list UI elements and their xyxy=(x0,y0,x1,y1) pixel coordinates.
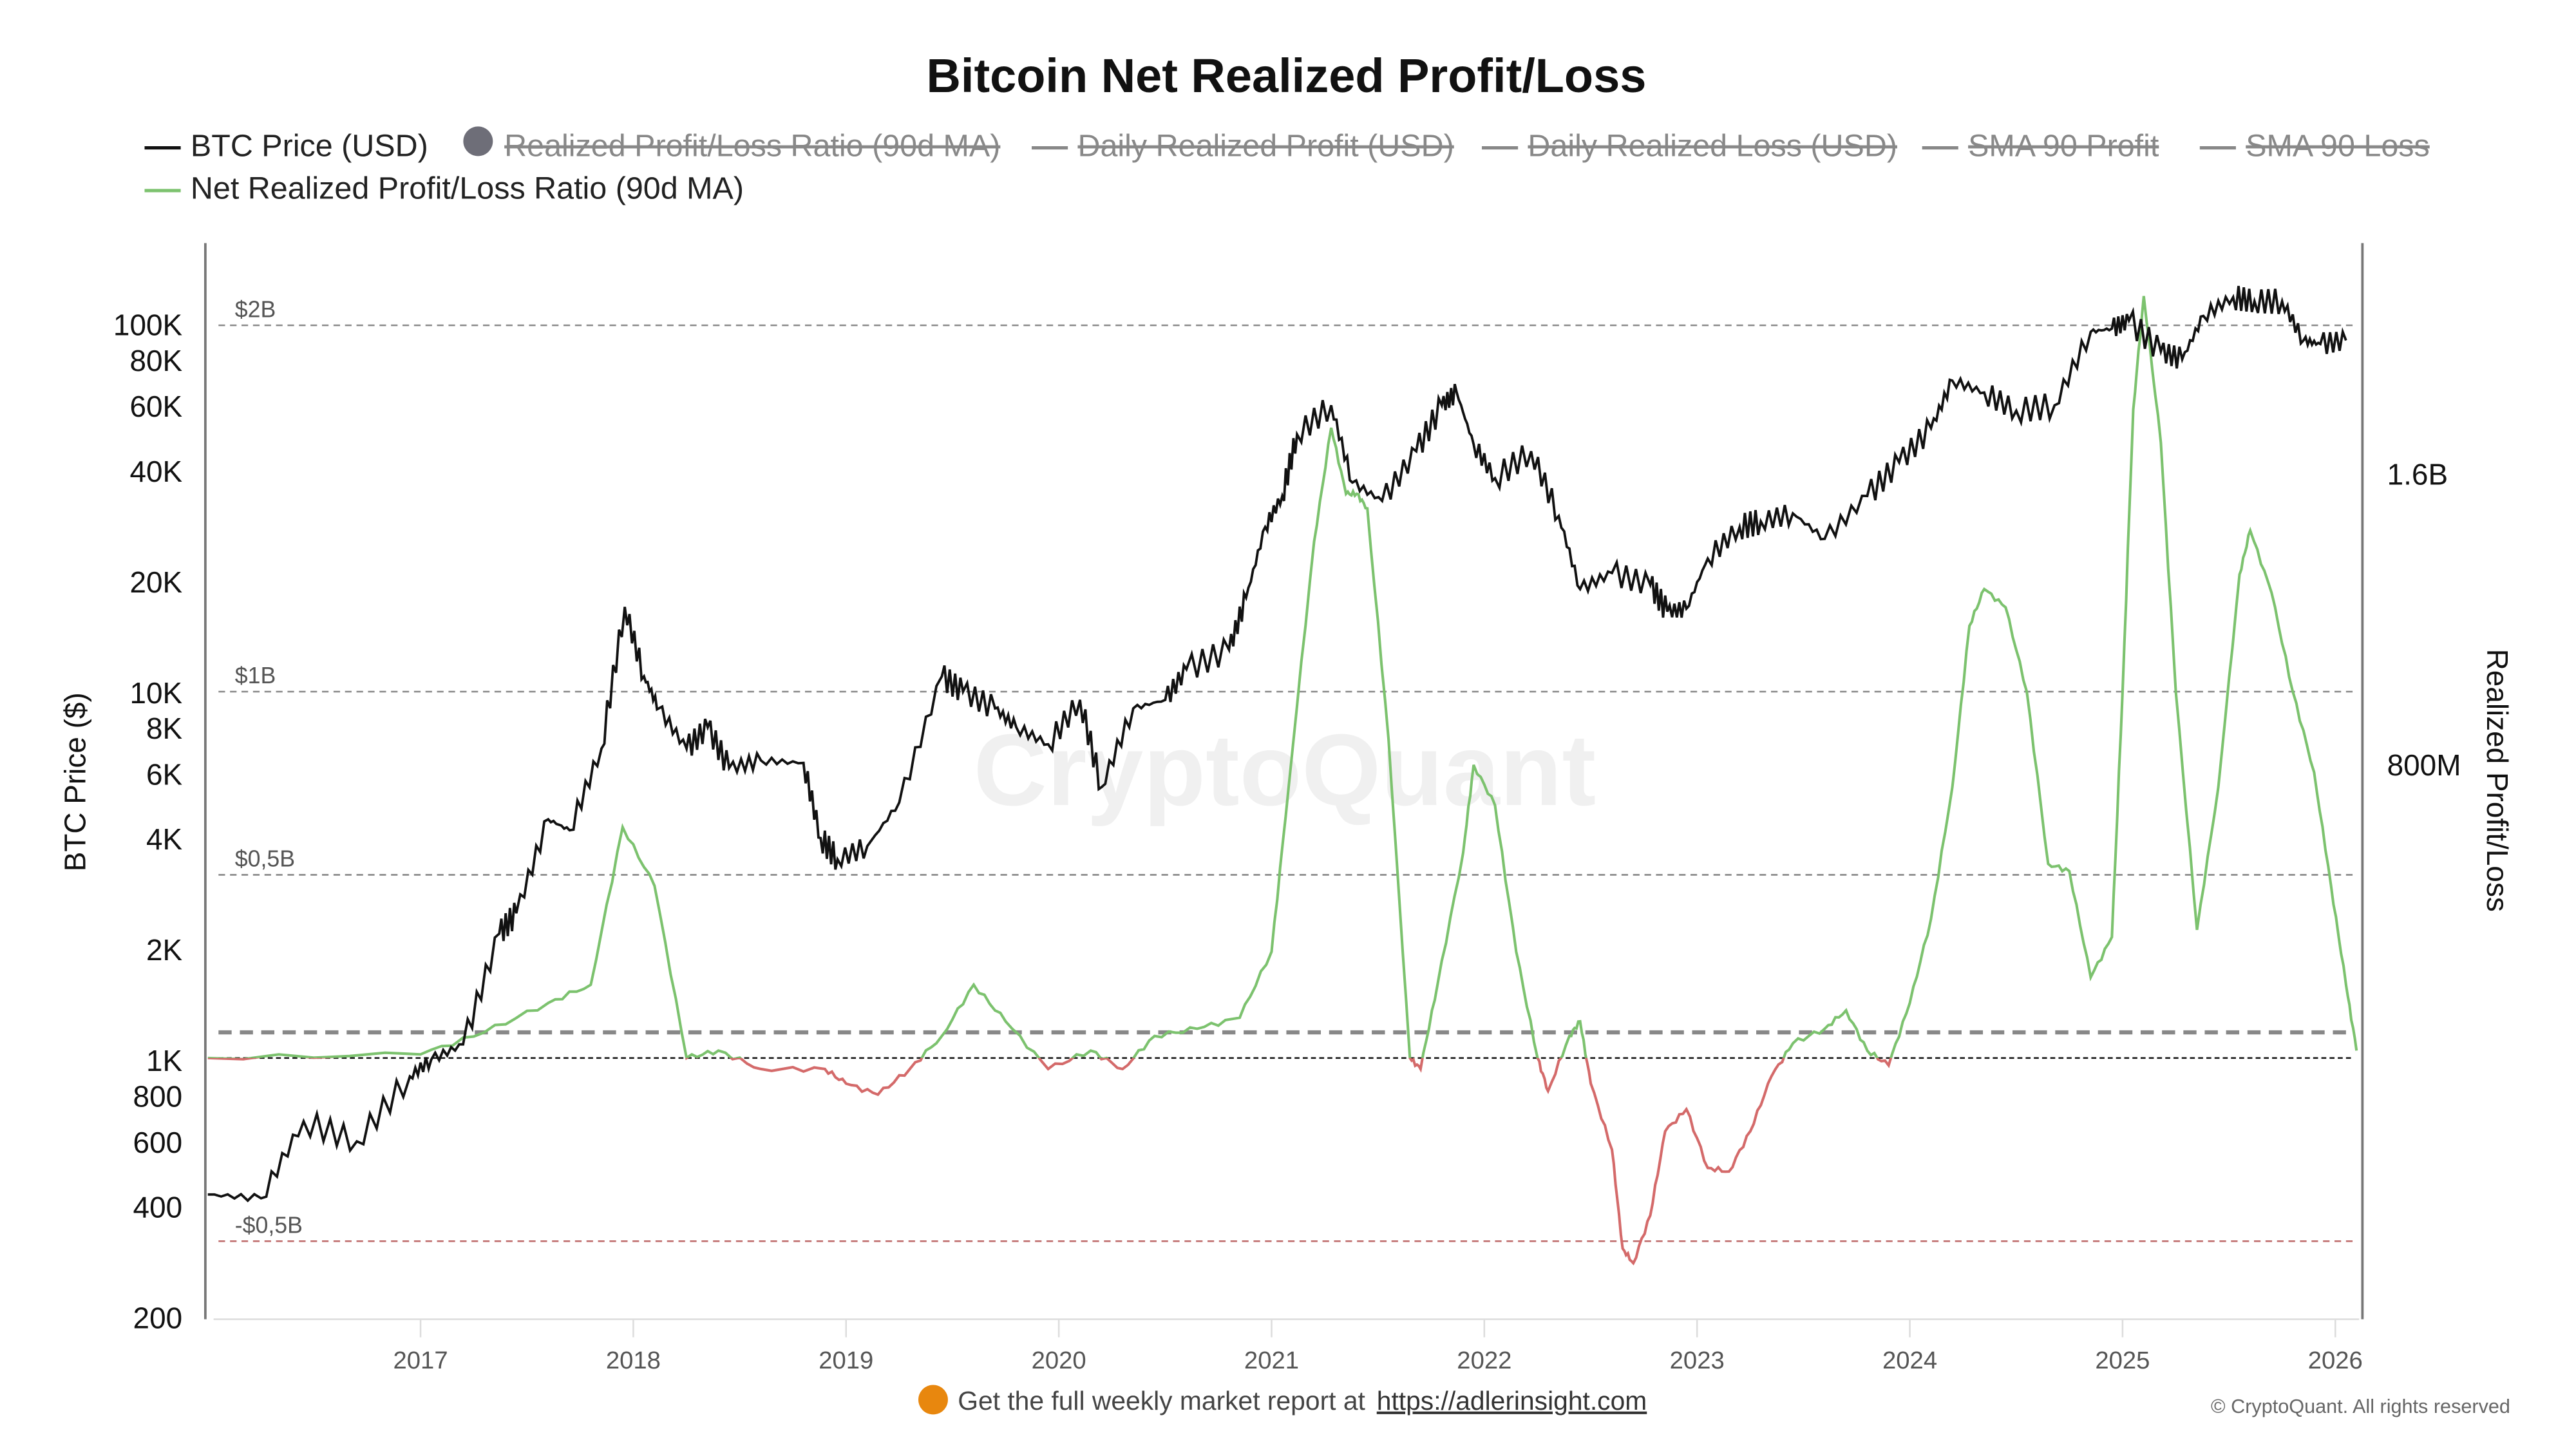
x-tick-label: 2022 xyxy=(1457,1347,1511,1374)
chart-title: Bitcoin Net Realized Profit/Loss xyxy=(926,49,1646,102)
x-tick-label: 2019 xyxy=(819,1347,873,1374)
watermark: CryptoQuant xyxy=(974,713,1596,827)
x-axis-ticks: 2017 2018 2019 2020 2021 2022 2023 2024 2025 2026 xyxy=(393,1319,2363,1374)
left-tick-label: 2K xyxy=(146,933,183,967)
x-tick-label: 2017 xyxy=(393,1347,448,1374)
report-icon xyxy=(918,1385,948,1415)
legend-marker-ratio xyxy=(463,126,493,156)
left-tick-label: 1K xyxy=(146,1044,183,1077)
x-tick-label: 2026 xyxy=(2308,1347,2363,1374)
left-tick-label: 40K xyxy=(129,455,182,488)
left-tick-label: 600 xyxy=(133,1126,183,1159)
left-tick-label: 4K xyxy=(146,822,183,856)
left-tick-label: 100K xyxy=(113,308,183,341)
legend-item-realized-ratio[interactable]: Realized Profit/Loss Ratio (90d MA) xyxy=(504,128,1000,163)
left-tick-label: 200 xyxy=(133,1302,183,1335)
x-tick-label: 2024 xyxy=(1882,1347,1937,1374)
right-tick-800m: 800M xyxy=(2387,748,2461,782)
left-tick-label: 800 xyxy=(133,1080,183,1113)
x-tick-label: 2023 xyxy=(1670,1347,1725,1374)
left-tick-label: 6K xyxy=(146,758,183,791)
x-tick-label: 2021 xyxy=(1244,1347,1299,1374)
x-tick-label: 2018 xyxy=(606,1347,661,1374)
left-tick-label: 80K xyxy=(129,344,182,377)
legend-item-net-ratio[interactable]: Net Realized Profit/Loss Ratio (90d MA) xyxy=(191,171,744,206)
left-tick-label: 10K xyxy=(129,676,182,710)
left-tick-label: 20K xyxy=(129,565,182,599)
legend: BTC Price (USD) Realized Profit/Loss Rat… xyxy=(144,126,2430,206)
footer-link[interactable]: https://adlerinsight.com xyxy=(1377,1386,1647,1416)
btc-price-line xyxy=(207,285,2347,1202)
left-tick-label: 60K xyxy=(129,390,182,423)
series xyxy=(207,285,2358,1266)
reference-line-label: $1B xyxy=(235,663,276,688)
footer-text: Get the full weekly market report at xyxy=(958,1386,1365,1416)
reference-line-label: $0,5B xyxy=(235,846,295,872)
legend-item-sma-profit[interactable]: SMA 90 Profit xyxy=(1968,128,2159,163)
reference-lines: $2B $1B $0,5B -$0,5B xyxy=(218,296,2353,1242)
legend-item-daily-loss[interactable]: Daily Realized Loss (USD) xyxy=(1528,128,1897,163)
right-axis-label: Realized Profit/Loss xyxy=(2481,649,2514,912)
copyright: © CryptoQuant. All rights reserved xyxy=(2211,1396,2510,1417)
x-tick-label: 2025 xyxy=(2095,1347,2150,1374)
legend-item-sma-loss[interactable]: SMA 90 Loss xyxy=(2246,128,2430,163)
reference-line-label: $2B xyxy=(235,296,276,322)
left-tick-label: 400 xyxy=(133,1191,183,1224)
net-ratio-positive-line xyxy=(207,296,2358,1058)
left-axis-label: BTC Price ($) xyxy=(59,692,92,871)
right-tick-1-6b: 1.6B xyxy=(2387,458,2448,491)
reference-line-label: -$0,5B xyxy=(235,1213,303,1238)
x-tick-label: 2020 xyxy=(1032,1347,1086,1374)
legend-item-btc-price[interactable]: BTC Price (USD) xyxy=(191,128,428,163)
legend-item-daily-profit[interactable]: Daily Realized Profit (USD) xyxy=(1077,128,1454,163)
left-tick-label: 8K xyxy=(146,712,183,745)
footer: Get the full weekly market report at htt… xyxy=(918,1385,2510,1417)
